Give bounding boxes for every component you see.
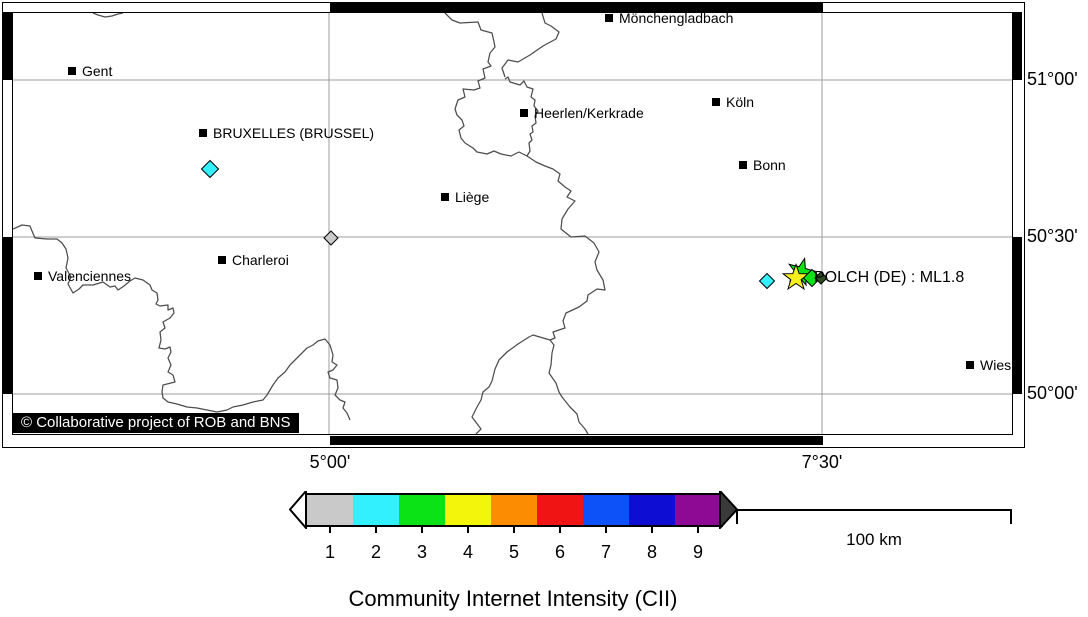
marker-layer [200,159,828,291]
colorbar-cell-9 [675,495,721,525]
colorbar-tick [559,525,561,533]
colorbar-value: 6 [554,542,565,562]
colorbar-value: 9 [692,542,703,562]
colorbar-tick [329,525,331,533]
frame-band-right-black-2 [1013,237,1022,394]
epicenter-label: POLCH (DE) : ML1.8 [814,269,965,286]
city-label: Gent [82,63,113,79]
x-axis-label-7-30: 7°30' [801,452,843,472]
map-frame: Gent Mönchengladbach BRUXELLES (BRUSSEL)… [2,2,1025,448]
city-liege: Liège [441,190,489,204]
legend-title: Community Internet Intensity (CII) [348,586,678,611]
city-label: Heerlen/Kerkrade [534,105,644,121]
city-square-icon [966,361,974,369]
map-drawing [13,13,1012,434]
y-axis-label-51-00: 51°00' [1027,69,1078,89]
frame-band-bottom-white-1 [12,436,330,445]
city-square-icon [739,161,747,169]
colorbar-cell-4 [445,495,491,525]
map-canvas: Gent Mönchengladbach BRUXELLES (BRUSSEL)… [12,12,1013,435]
y-axis-label-50-30: 50°30' [1027,226,1078,246]
city-label: BRUXELLES (BRUSSEL) [213,125,375,141]
city-label: Liège [455,189,490,205]
scalebar-line [736,509,1012,511]
y-axis-label-50-00: 50°00' [1027,383,1078,403]
frame-band-right-white-2 [1013,394,1022,436]
city-square-icon [605,14,613,22]
city-label: Mönchengladbach [619,12,734,26]
colorbar-cell-2 [353,495,399,525]
city-square-icon [68,67,76,75]
scalebar-tick-right [1010,509,1012,524]
city-moenchengladbach: Mönchengladbach [605,12,734,26]
colorbar-cell-3 [399,495,445,525]
felt-report-diamond-icon [758,272,776,290]
scalebar-tick-left [736,509,738,524]
scalebar-label: 100 km [846,530,902,549]
city-bruxelles: BRUXELLES (BRUSSEL) [199,126,374,140]
city-bonn: Bonn [739,158,786,172]
city-label: Charleroi [232,252,289,268]
copyright-badge: © Collaborative project of ROB and BNS [13,413,299,433]
frame-band-top-black [330,3,823,12]
x-axis-label-5-00: 5°00' [309,452,351,472]
frame-band-left-white [3,80,12,237]
colorbar-value: 8 [646,542,657,562]
felt-report-diamond-icon [323,230,339,246]
colorbar-value: 2 [370,542,381,562]
colorbar-value: 5 [508,542,519,562]
city-square-icon [34,272,42,280]
city-charleroi: Charleroi [218,253,289,267]
colorbar-tick [513,525,515,533]
city-wiesbaden: Wiesbaden [966,357,1012,373]
country-borders [13,13,606,434]
colorbar-tick [651,525,653,533]
colorbar-tick [467,525,469,533]
colorbar-tick [697,525,699,533]
felt-report-diamond-icon [200,159,220,179]
city-heerlen-kerkrade: Heerlen/Kerkrade [520,106,644,120]
colorbar [305,493,723,527]
colorbar-tick [421,525,423,533]
felt-report-diamond-small-icon [814,271,828,285]
frame-band-right-white [1013,80,1022,237]
colorbar-cell-6 [537,495,583,525]
city-square-icon [218,256,226,264]
colorbar-value: 4 [462,542,473,562]
colorbar-tick [375,525,377,533]
frame-band-left-black-1 [3,12,12,80]
colorbar-cell-7 [583,495,629,525]
colorbar-cell-5 [491,495,537,525]
city-square-icon [199,129,207,137]
frame-band-left-white-2 [3,394,12,436]
city-square-icon [520,109,528,117]
frame-band-top-white-2 [823,3,1014,12]
frame-band-top-white-1 [12,3,330,12]
colorbar-right-arrow-icon [719,491,739,529]
frame-band-right-black-1 [1013,12,1022,80]
colorbar-value: 1 [324,542,335,562]
frame-band-bottom-white-2 [823,436,1014,445]
colorbar-value: 7 [600,542,611,562]
city-label: Valenciennes [48,268,132,284]
city-square-icon [712,98,720,106]
frame-band-bottom-black [330,436,823,445]
city-valenciennes: Valenciennes [34,269,131,283]
city-square-icon [441,193,449,201]
epicenter-star-icon [781,262,811,291]
city-label: Wiesbaden [980,357,1012,373]
colorbar-cell-8 [629,495,675,525]
colorbar-value: 3 [416,542,427,562]
city-label: Köln [726,94,755,110]
colorbar-cell-1 [307,495,353,525]
frame-band-left-black-2 [3,237,12,394]
city-gent: Gent [68,64,112,78]
city-koeln: Köln [712,95,754,109]
city-label: Bonn [753,157,786,173]
colorbar-tick [605,525,607,533]
